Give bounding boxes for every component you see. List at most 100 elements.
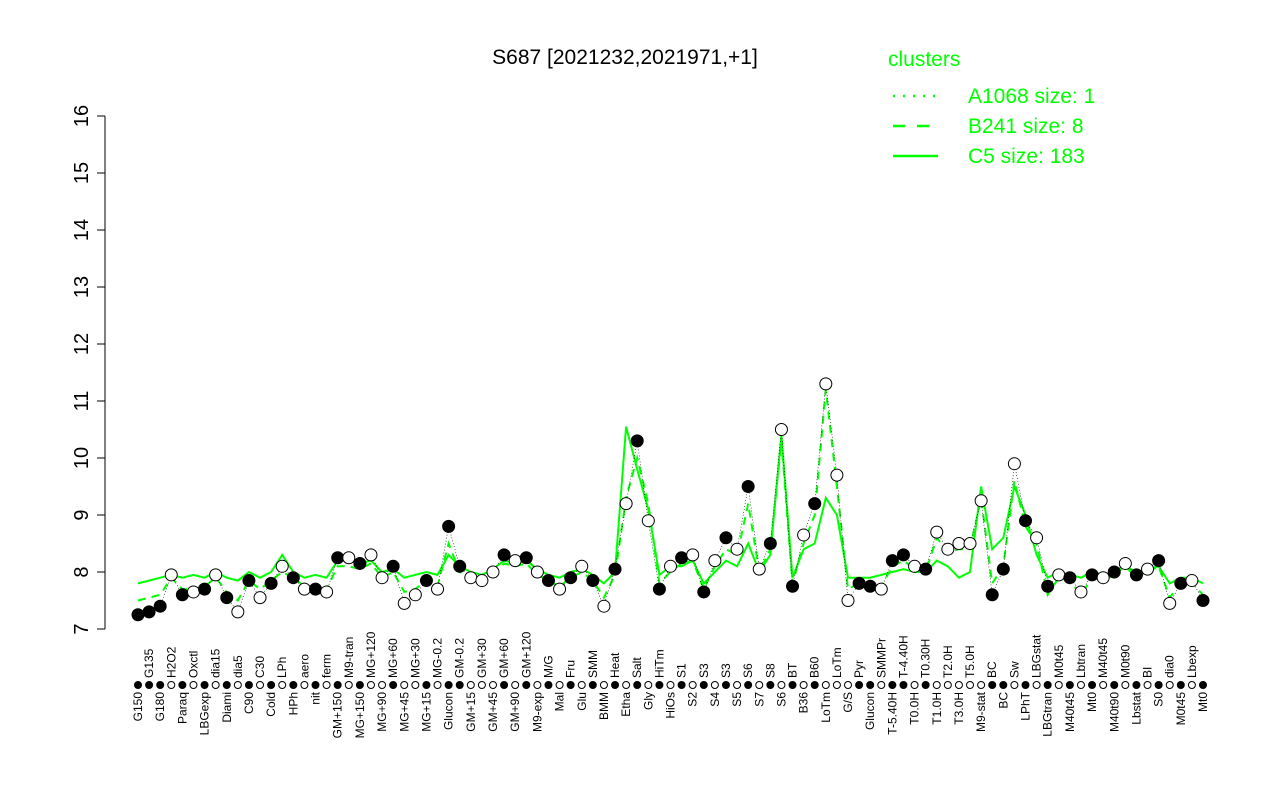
data-point — [408, 588, 422, 602]
rug-marker — [511, 681, 520, 689]
rug-marker — [522, 681, 531, 689]
data-point — [342, 551, 356, 565]
x-tick-label: BT — [786, 662, 800, 678]
rug-marker — [954, 681, 963, 689]
x-tick-label: S2 — [686, 692, 700, 707]
data-point — [941, 542, 955, 556]
data-point — [1096, 571, 1110, 585]
x-tick-label: Diami — [220, 692, 234, 723]
data-point — [608, 562, 622, 576]
data-point — [1174, 576, 1188, 590]
rug-marker — [500, 681, 509, 689]
rug-marker — [644, 681, 653, 689]
x-tick-label: C90 — [242, 692, 256, 714]
rug-marker — [977, 681, 986, 689]
rug-marker — [211, 681, 220, 689]
x-tick-label: Lbexp — [1185, 645, 1199, 678]
rug-marker — [322, 681, 331, 689]
x-tick-label: S7 — [752, 692, 766, 707]
rug-marker — [489, 681, 497, 689]
x-tick-label: M0t45 — [1052, 644, 1066, 678]
rug-marker — [788, 681, 797, 689]
data-point — [719, 531, 733, 545]
data-point — [896, 548, 910, 562]
rug-marker — [167, 681, 176, 689]
rug-marker — [888, 681, 897, 689]
x-tick-label: LoTm — [819, 692, 833, 723]
rug-marker — [244, 681, 253, 689]
x-tick-label: G/S — [841, 692, 855, 713]
data-point — [519, 551, 533, 565]
rug-marker — [1021, 681, 1030, 689]
data-point — [752, 562, 766, 576]
rug-marker — [400, 681, 409, 689]
data-point — [985, 588, 999, 602]
data-point — [275, 559, 289, 573]
data-point — [386, 559, 400, 573]
x-tick-label: G135 — [142, 648, 156, 678]
data-point — [553, 582, 567, 596]
data-point — [630, 434, 644, 448]
data-point — [541, 574, 555, 588]
data-point — [464, 571, 478, 585]
x-tick-label: S0 — [1152, 692, 1166, 707]
x-tick-label: GM+90 — [508, 692, 522, 732]
data-point — [431, 582, 445, 596]
rug-marker — [1154, 681, 1163, 689]
x-tick-label: GM+30 — [475, 638, 489, 678]
x-tick-label: MG+90 — [375, 692, 389, 732]
data-point — [1085, 568, 1099, 582]
rug-marker — [355, 681, 364, 689]
rug-marker — [1165, 681, 1174, 689]
data-point — [442, 519, 456, 533]
x-tick-label: M40t90 — [1107, 692, 1121, 732]
data-point — [974, 494, 988, 508]
data-point — [175, 588, 189, 602]
data-point — [508, 554, 522, 568]
rug-marker — [378, 681, 387, 689]
rug-marker — [943, 681, 952, 689]
x-tick-label: MG+45 — [397, 692, 411, 732]
x-tick-label: B60 — [808, 656, 822, 678]
data-point — [475, 574, 489, 588]
data-point — [741, 480, 755, 493]
x-tick-label: Etha — [619, 692, 633, 717]
x-tick-label: T-5.40H — [885, 692, 899, 735]
x-tick-label: BMM — [597, 692, 611, 720]
data-point — [1196, 594, 1210, 607]
y-tick-label: 7 — [71, 623, 93, 634]
x-tick-label: MG+150 — [353, 692, 367, 739]
y-tick-label: 16 — [71, 105, 93, 127]
x-tick-label: T2.0H — [941, 645, 955, 678]
rug-marker — [156, 681, 165, 689]
rug-marker — [333, 681, 342, 689]
data-point — [231, 605, 245, 619]
x-tick-label: Paraq — [175, 692, 189, 724]
rug-marker — [966, 681, 975, 689]
x-tick-label: T-4.40H — [896, 635, 910, 678]
rug-marker — [611, 681, 620, 689]
x-tick-label: M/G — [541, 655, 555, 678]
rug-marker — [877, 681, 886, 689]
x-tick-label: SMMPr — [874, 638, 888, 678]
rug-marker — [1043, 681, 1052, 689]
rug-marker — [1110, 681, 1119, 689]
rug-marker — [389, 681, 398, 689]
data-point — [375, 571, 389, 585]
x-tick-label: GM+15 — [464, 692, 478, 732]
rug-marker — [1132, 681, 1141, 689]
data-point — [874, 582, 888, 596]
data-point — [1163, 596, 1177, 610]
x-tick-label: GM+120 — [519, 631, 533, 678]
data-point — [1052, 568, 1066, 582]
rug-marker — [566, 681, 575, 689]
rug-marker — [466, 681, 475, 689]
rug-marker — [422, 681, 431, 689]
rug-marker — [910, 681, 919, 689]
data-point — [1007, 457, 1021, 471]
data-point — [697, 585, 711, 599]
rug-marker — [777, 681, 786, 689]
rug-marker — [222, 681, 231, 689]
rug-marker — [256, 681, 265, 689]
data-point — [164, 568, 178, 582]
